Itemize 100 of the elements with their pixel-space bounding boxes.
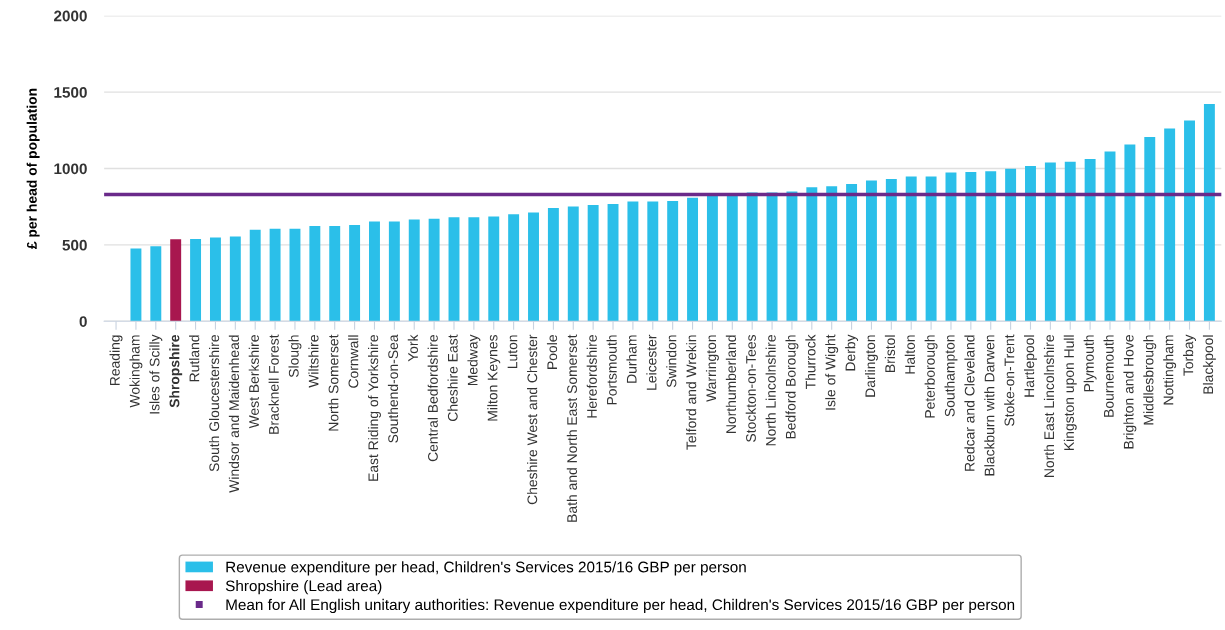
bar [865,180,877,322]
x-tick-label: Herefordshire [586,335,597,418]
bar [488,216,500,322]
bar [190,239,202,322]
bar [329,225,341,322]
x-tick-label: Central Bedfordshire [427,335,438,462]
bar [408,219,420,322]
x-tick-label: Darlington [864,335,878,397]
x-tick-label: Poole [546,335,558,369]
x-tick-label: Bedford Borough [785,335,799,439]
x-tick-label: Torbay [1183,334,1196,376]
bar [229,236,241,322]
y-tick-label: 1500 [54,87,87,98]
x-tick-label: Telford and Wrekin [686,335,697,450]
x-tick-label: Bracknell Forest [268,334,279,434]
x-tick-label: Thurrock [805,334,816,389]
x-tick-label: Isles of Scilly [149,334,163,414]
bar [965,171,977,322]
bar [1164,128,1176,322]
bar [209,237,221,322]
bar [647,201,659,322]
x-tick-label: Peterborough [924,335,938,418]
bar [388,221,400,322]
x-tick-label: North East Lincolnshire [1043,335,1055,477]
bar [726,195,738,322]
x-tick-label: Swindon [666,335,677,388]
bar [1025,165,1036,322]
bar [289,228,301,322]
x-tick-label: Brighton and Hove [1123,335,1137,449]
x-tick-label: Cheshire East [447,334,458,422]
y-tick-label: 0 [79,316,87,327]
x-tick-label: Luton [507,335,518,369]
x-tick-label: Cornwall [348,335,359,388]
bar [1084,158,1096,322]
bar [567,206,579,322]
bar [1203,103,1215,322]
bar [1144,136,1156,322]
x-tick-label: West Berkshire [248,335,259,429]
x-tick-label: Middlesbrough [1143,335,1157,425]
legend-label: Shropshire (Lead area) [225,580,382,595]
bar [528,212,539,322]
bar [925,176,937,322]
bar [687,197,699,322]
bar [667,200,679,322]
x-tick-label: Cheshire West and Chester [527,334,538,505]
bar [1124,144,1136,322]
x-tick-label: Isle of Wight [825,334,839,410]
x-tick-label: Redcar and Cleveland [964,335,975,471]
bar [1184,120,1195,322]
x-tick-label: Nottingham [1163,335,1177,405]
bar [170,239,182,322]
bar [448,217,460,322]
bar [945,172,957,322]
y-tick-label: 1000 [54,163,87,175]
bar [905,176,917,322]
x-tick-label: Halton [904,335,915,374]
x-tick-label: York [407,334,418,362]
x-tick-label: Windsor and Maidenhead [228,335,240,493]
bar [428,218,440,322]
bar [1044,162,1056,322]
legend-label: Revenue expenditure per head, Children's Services 2015/16 GBP per person [226,561,746,576]
x-tick-label: Reading [109,335,123,386]
bar [309,225,321,322]
bar [706,195,718,322]
x-tick-label: Warrington [705,335,719,402]
x-tick-label: Portsmouth [606,335,617,405]
bar [607,203,619,322]
x-tick-label: Southend-on-Sea [387,334,399,443]
legend-label: Mean for All English unitary authorities: Revenue expenditure per head, Children's Services 2015/16 GBP per person [226,598,1015,614]
bar [1064,161,1076,322]
x-tick-label: East Riding of Yorkshire [368,335,381,481]
bar [885,178,897,322]
x-tick-label: Southampton [944,335,958,417]
bar [269,228,281,322]
x-tick-label: Blackpool [1202,335,1216,394]
x-tick-label: Bath and North East Somerset [566,334,577,522]
x-tick-label: Shropshire [169,334,183,408]
x-tick-label: Medway [467,334,481,386]
x-tick-label: South Gloucestershire [208,335,220,472]
y-tick-label: 500 [62,239,87,251]
bar [249,229,261,322]
x-tick-label: North Somerset [328,334,339,431]
y-tick-label: 2000 [54,10,87,22]
bar [508,214,520,322]
bar [985,171,997,322]
bar [627,201,639,322]
bar [846,183,858,322]
bar [547,207,559,322]
x-tick-label: Rutland [189,335,200,382]
bar [826,186,838,322]
x-tick-label: Hartlepool [1024,335,1037,397]
x-tick-label: Slough [288,335,302,378]
bar [587,204,599,322]
x-tick-label: Leicester [646,334,657,390]
x-tick-label: Blackburn with Darwen [984,335,995,476]
x-tick-label: Stockton-on-Tees [745,334,756,442]
x-tick-label: Durham [626,335,637,383]
bar [130,248,142,322]
bar [786,191,798,322]
x-tick-label: Bournemouth [1103,335,1114,417]
